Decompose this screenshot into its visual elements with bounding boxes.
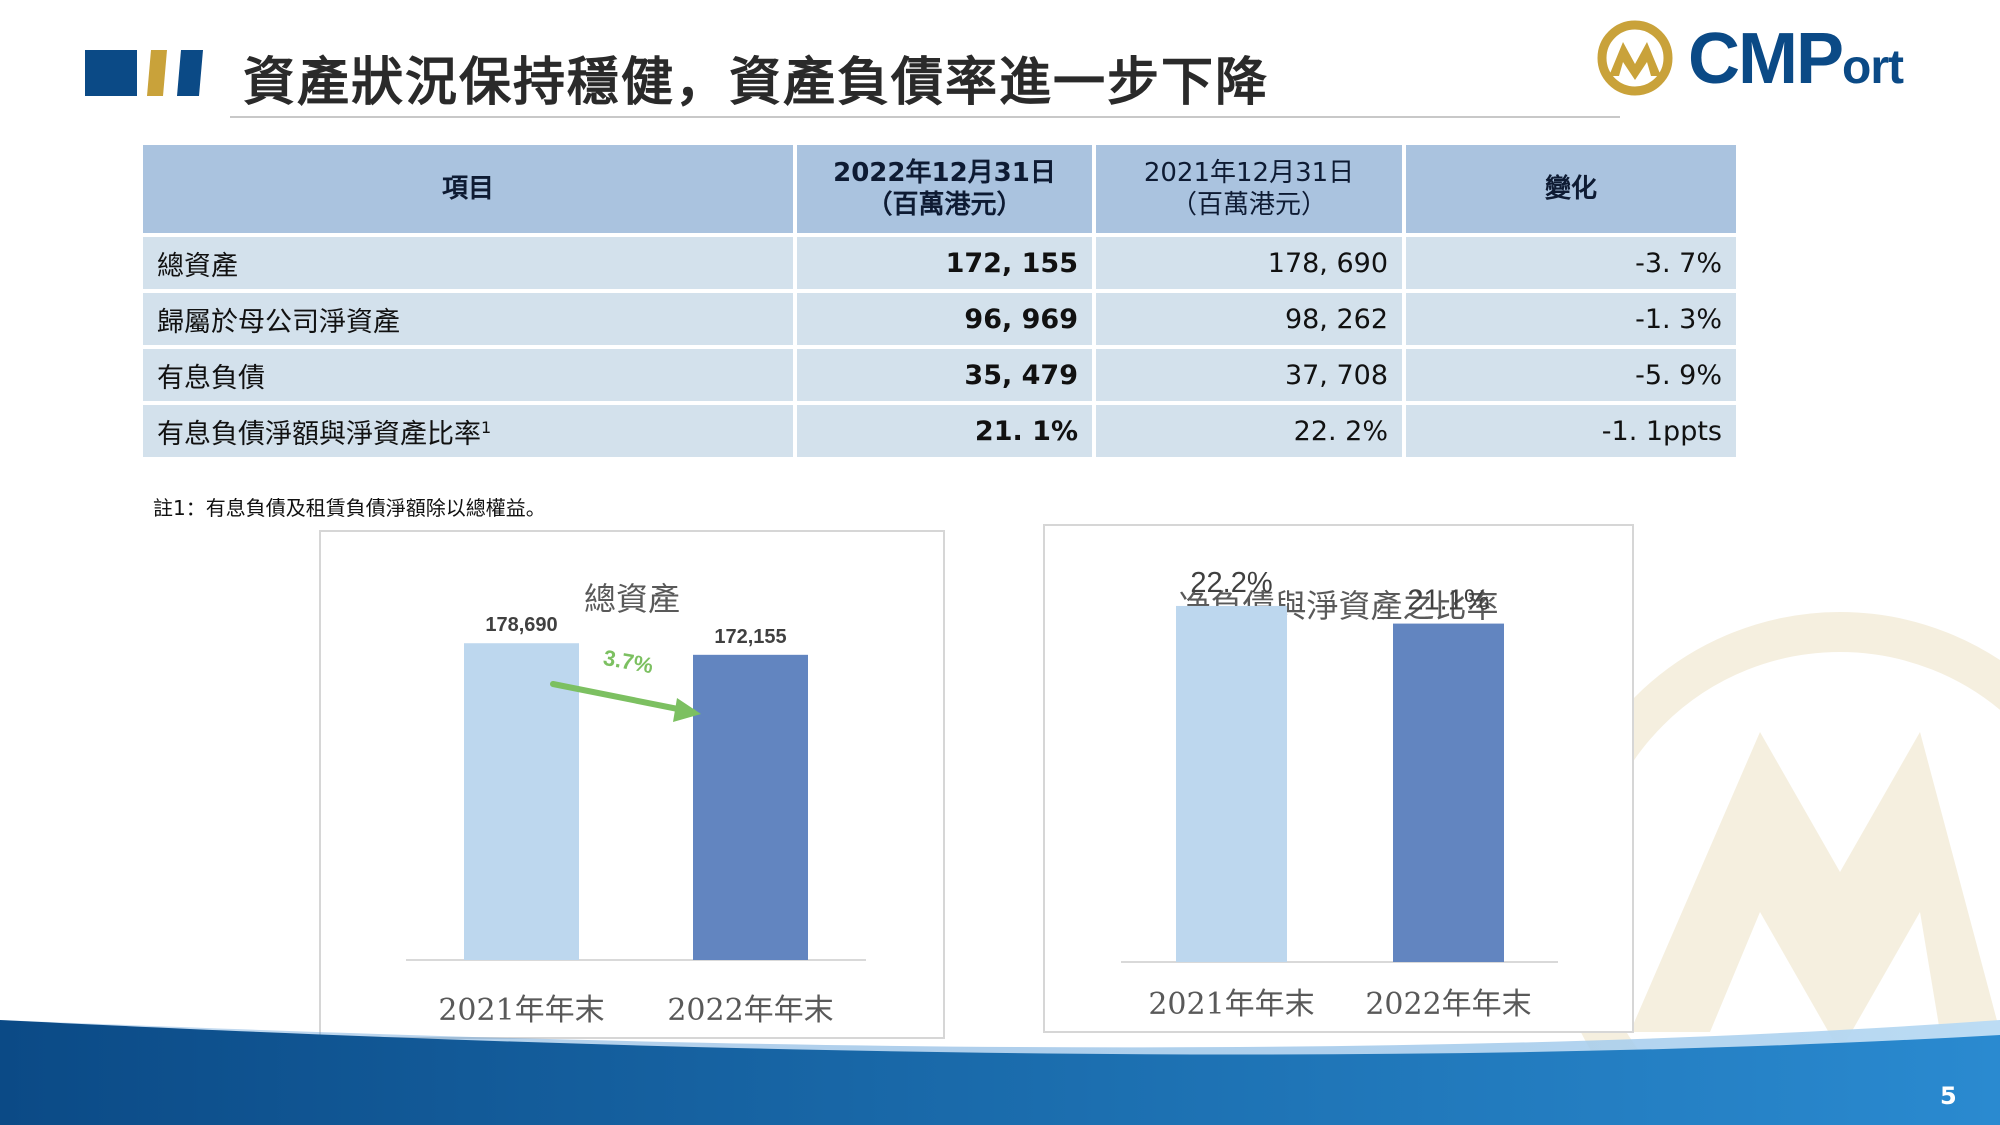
bar-value-label: 172,155 xyxy=(714,626,786,648)
bar-2022年年末 xyxy=(1393,623,1504,962)
page-number: 5 xyxy=(1940,1082,1957,1110)
trend-annotation-label: 3.7% xyxy=(601,645,655,678)
footer-wave-band xyxy=(0,1020,2000,1125)
table-header-row: 項目 2022年12月31日 （百萬港元） 2021年12月31日 （百萬港元） 變… xyxy=(143,145,1736,233)
total-assets-chart: 總資產 178,690 2021年年末 172,155 2022年年末 3.7% xyxy=(319,530,945,1039)
header-2022: 2022年12月31日 （百萬港元） xyxy=(797,145,1092,233)
bar-value-label: 22.2% xyxy=(1190,567,1272,599)
footnote-marker: 1 xyxy=(481,417,492,437)
row-item: 總資產 xyxy=(143,237,793,289)
table-row: 有息負債 35, 479 37, 708 -5. 9% xyxy=(143,349,1736,401)
row-value-2022: 172, 155 xyxy=(797,237,1092,289)
table-row: 總資產 172, 155 178, 690 -3. 7% xyxy=(143,237,1736,289)
total-assets-bar-chart: 178,690 2021年年末 172,155 2022年年末 3.7% xyxy=(406,614,866,1028)
row-change: -1. 3% xyxy=(1406,293,1736,345)
page-title: 資產狀況保持穩健，資產負債率進一步下降 xyxy=(243,53,1270,113)
row-change: -3. 7% xyxy=(1406,237,1736,289)
trend-arrow-head xyxy=(673,698,701,722)
bar-value-label: 21.1% xyxy=(1407,585,1489,617)
title-divider xyxy=(230,116,1620,118)
table-row: 歸屬於母公司淨資產 96, 969 98, 262 -1. 3% xyxy=(143,293,1736,345)
header-accent-bars xyxy=(85,50,203,96)
row-change: -1. 1ppts xyxy=(1406,405,1736,457)
category-label: 2021年年末 xyxy=(1148,987,1314,1022)
row-value-2021: 37, 708 xyxy=(1096,349,1402,401)
row-value-2021: 98, 262 xyxy=(1096,293,1402,345)
row-value-2021: 178, 690 xyxy=(1096,237,1402,289)
row-value-2021: 22. 2% xyxy=(1096,405,1402,457)
chart-title: 總資產 xyxy=(583,580,680,618)
category-label: 2021年年末 xyxy=(438,993,604,1028)
header-2021: 2021年12月31日 （百萬港元） xyxy=(1096,145,1402,233)
financial-summary-table: 項目 2022年12月31日 （百萬港元） 2021年12月31日 （百萬港元） 變… xyxy=(139,141,1740,461)
row-value-2022: 96, 969 xyxy=(797,293,1092,345)
net-debt-ratio-chart: 净負債與淨資產之比率 22.2% 2021年年末 21.1% 2022年年末 xyxy=(1043,524,1634,1033)
footnote: 註1：有息負債及租賃負債淨額除以總權益。 xyxy=(153,496,546,520)
bar-value-label: 178,690 xyxy=(485,614,557,636)
row-value-2022: 21. 1% xyxy=(797,405,1092,457)
row-item: 歸屬於母公司淨資產 xyxy=(143,293,793,345)
category-label: 2022年年末 xyxy=(667,993,833,1028)
trend-arrow-line xyxy=(550,681,696,715)
net-debt-ratio-bar-chart: 22.2% 2021年年末 21.1% 2022年年末 xyxy=(1121,567,1558,1022)
company-logo-text: CMPort xyxy=(1688,19,1904,99)
header-change: 變化 xyxy=(1406,145,1736,233)
bar-2021年年末 xyxy=(464,643,579,960)
row-change: -5. 9% xyxy=(1406,349,1736,401)
row-value-2022: 35, 479 xyxy=(797,349,1092,401)
category-label: 2022年年末 xyxy=(1365,987,1531,1022)
header-item: 項目 xyxy=(143,145,793,233)
bar-2021年年末 xyxy=(1176,605,1287,962)
table-row: 有息負債淨額與淨資產比率1 21. 1% 22. 2% -1. 1ppts xyxy=(143,405,1736,457)
bar-2022年年末 xyxy=(693,654,808,960)
row-item: 有息負債淨額與淨資產比率1 xyxy=(143,405,793,457)
cmport-logo-icon xyxy=(1597,20,1673,96)
row-item: 有息負債 xyxy=(143,349,793,401)
